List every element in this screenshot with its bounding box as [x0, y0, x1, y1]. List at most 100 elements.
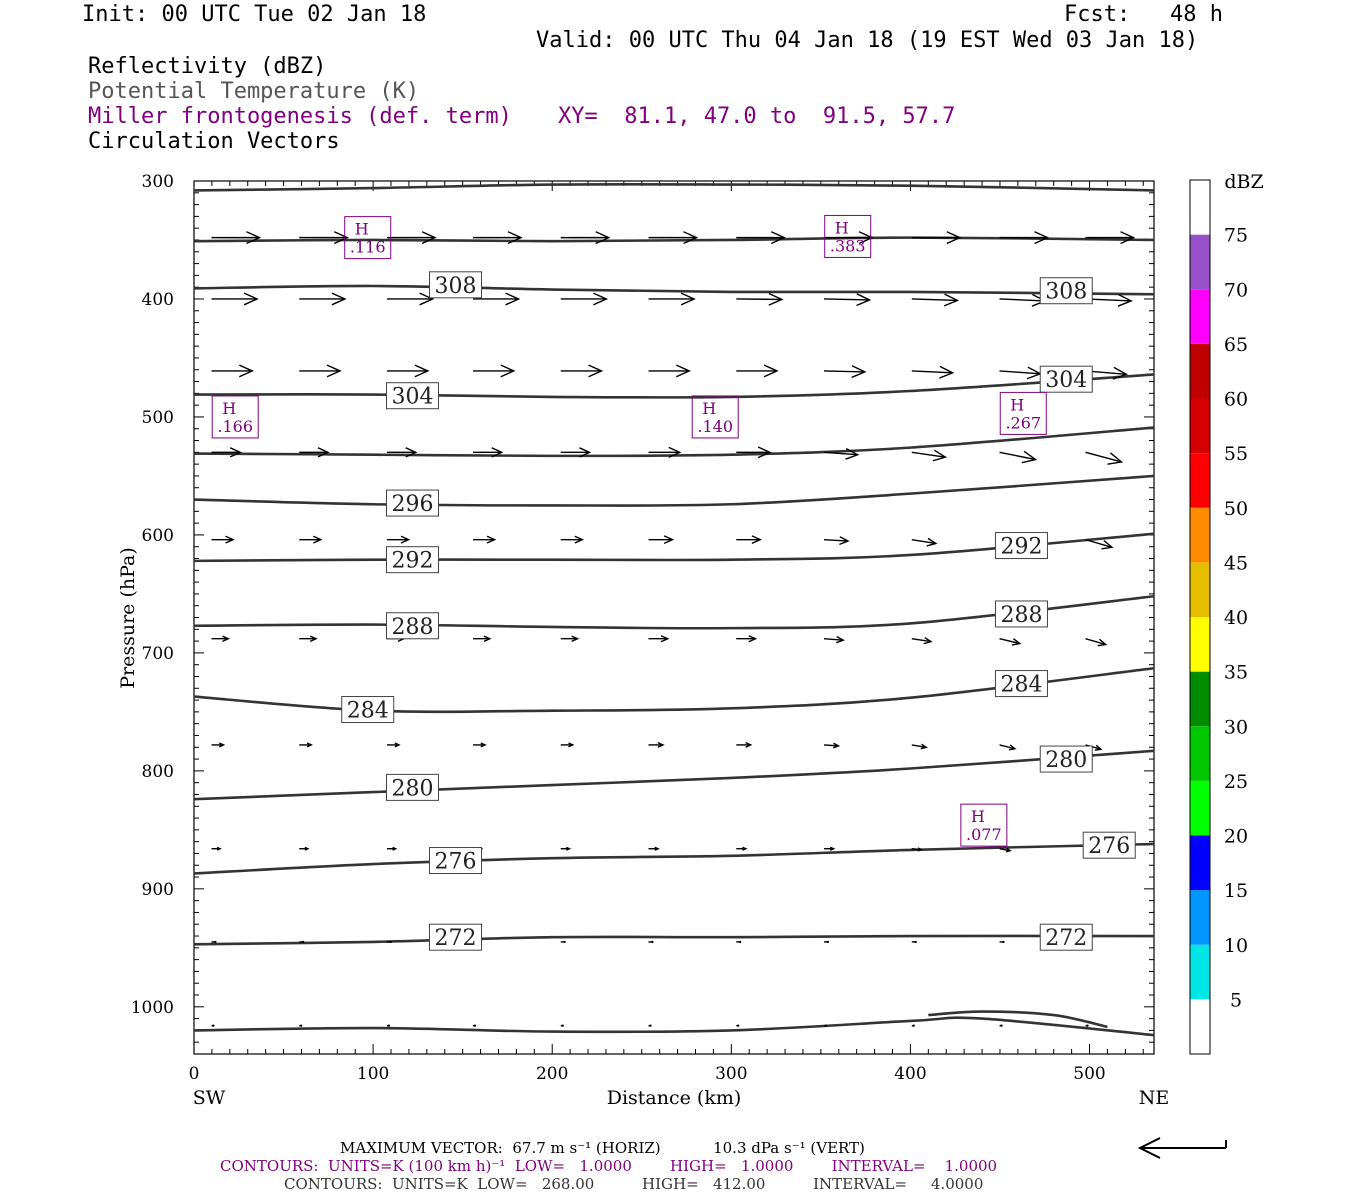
vector-head — [301, 940, 305, 944]
vector-head — [1094, 744, 1103, 751]
contour-label-box — [1082, 831, 1136, 859]
frontogenesis-max-label: H — [702, 399, 716, 418]
vector-head — [317, 447, 330, 458]
circulation-vector — [999, 231, 1050, 245]
contour-label-text: 284 — [347, 699, 389, 724]
vector-shaft — [999, 451, 1036, 461]
theta-contour-line — [193, 426, 1155, 458]
contour-label: 308 — [428, 271, 482, 299]
vector-head — [742, 846, 748, 851]
vector-head — [660, 635, 670, 643]
vector-head — [331, 292, 347, 306]
contour-label-text: 304 — [392, 385, 434, 410]
contour-label: 292 — [994, 532, 1048, 560]
vector-head — [1112, 366, 1129, 380]
vector-head — [505, 292, 521, 306]
circulation-vector — [911, 293, 960, 307]
contour-label-text: 292 — [1000, 535, 1042, 560]
circulation-vector — [824, 231, 874, 245]
circulation-vector — [472, 635, 492, 643]
vector-head — [214, 940, 217, 944]
x-end-label-left: SW — [193, 1087, 226, 1109]
circulation-vector — [211, 364, 254, 378]
x-axis-label: Distance (km) — [607, 1087, 742, 1109]
circulation-vector — [736, 1024, 740, 1027]
vector-head — [738, 940, 742, 944]
contour-label-box — [386, 489, 440, 517]
colorbar-segment — [1190, 944, 1210, 1000]
y-tick-label: 300 — [142, 172, 174, 192]
vector-head — [405, 447, 418, 458]
colorbar-segment — [1190, 289, 1210, 344]
colorbar-tick-label: 45 — [1224, 552, 1248, 574]
frontogenesis-max-value: .077 — [966, 825, 1002, 844]
vector-head — [1034, 231, 1050, 245]
circulation-vector — [560, 447, 592, 458]
circulation-vector — [387, 364, 430, 378]
contour-label-text: 288 — [392, 615, 434, 640]
circulation-vector — [648, 846, 660, 851]
colorbar-segment — [1190, 562, 1210, 617]
theta-contour-line — [193, 236, 1155, 243]
colorbar-segment — [1190, 234, 1210, 290]
vector-head — [946, 231, 962, 245]
colorbar-tick-label: 35 — [1224, 662, 1248, 684]
vector-shaft — [911, 538, 936, 545]
circulation-vector — [299, 447, 330, 458]
vector-head — [389, 940, 393, 944]
vector-head — [419, 292, 435, 306]
circulation-vector — [648, 292, 696, 306]
colorbar-segment — [1190, 999, 1210, 1054]
colorbar-tick-label: 70 — [1224, 279, 1248, 301]
contour-label: 288 — [386, 612, 440, 640]
circulation-vector — [211, 846, 222, 851]
y-tick-label: 400 — [142, 290, 174, 310]
vector-shaft — [1085, 298, 1132, 302]
circulation-vector — [824, 846, 836, 851]
circulation-vector — [472, 231, 523, 245]
circulation-vector — [560, 940, 566, 944]
contour-label: 304 — [386, 382, 440, 410]
vector-head — [473, 1024, 477, 1027]
vector-head — [243, 292, 259, 306]
vector-head — [595, 231, 611, 245]
vector-head — [939, 365, 955, 379]
vector-head — [313, 535, 323, 544]
vector-head — [225, 535, 235, 544]
vector-head — [219, 742, 226, 748]
frontogenesis-max-marker: H.383 — [824, 214, 872, 258]
vector-head — [858, 231, 874, 245]
contour-label-text: 272 — [434, 926, 476, 951]
vector-head — [836, 636, 845, 644]
theta-contour-line — [193, 284, 1155, 296]
contour-label: 276 — [1082, 831, 1136, 859]
circulation-vector — [560, 292, 609, 306]
frontogenesis-max-marker: H.077 — [960, 803, 1008, 847]
circulation-vector — [299, 742, 313, 748]
frontogenesis-max-box — [691, 395, 739, 439]
vector-head — [926, 537, 938, 547]
colorbar-segment — [1190, 453, 1210, 508]
vector-head — [571, 635, 580, 643]
circulation-vector — [648, 446, 682, 458]
circulation-vector — [211, 940, 217, 944]
contour-label-text: 280 — [392, 776, 434, 801]
vector-shaft — [1085, 451, 1122, 463]
colorbar-tick-label: 25 — [1224, 771, 1248, 793]
circulation-vector — [1085, 293, 1133, 307]
frontogenesis-max-marker: H.116 — [344, 216, 392, 260]
frontogenesis-max-label: H — [222, 399, 236, 418]
colorbar-segment — [1190, 398, 1210, 454]
contour-label-text: 304 — [1045, 368, 1087, 393]
vector-head — [566, 846, 572, 851]
contour-label: 284 — [994, 670, 1048, 698]
contour-label: 280 — [386, 773, 440, 801]
colorbar-tick-label: 20 — [1224, 826, 1248, 848]
vector-shaft — [911, 298, 958, 302]
circulation-vector — [299, 292, 347, 306]
vector-head — [216, 846, 222, 851]
contour-label-box — [994, 670, 1048, 698]
circulation-vector — [299, 846, 310, 851]
colorbar-tick-label: 15 — [1224, 880, 1248, 902]
contour-label-text: 288 — [1000, 603, 1042, 628]
